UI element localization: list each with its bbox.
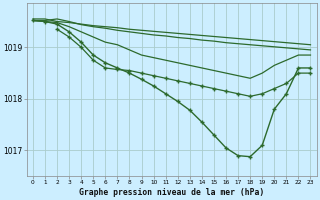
X-axis label: Graphe pression niveau de la mer (hPa): Graphe pression niveau de la mer (hPa) [79,188,264,197]
